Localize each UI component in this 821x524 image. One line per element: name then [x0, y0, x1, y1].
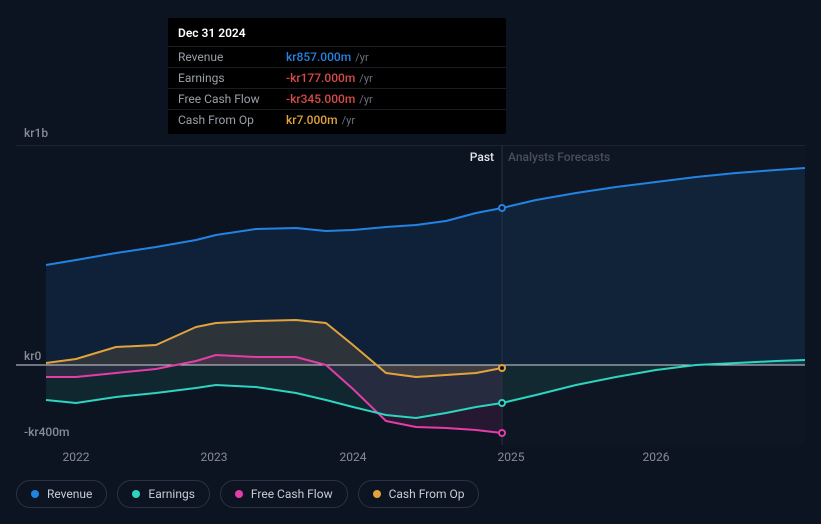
- tooltip-row-label: Earnings: [178, 71, 286, 85]
- tooltip-row: Free Cash Flow -kr345.000m /yr: [168, 88, 506, 109]
- legend: Revenue Earnings Free Cash Flow Cash Fro…: [16, 480, 479, 508]
- chart-container: Dec 31 2024 Revenue kr857.000m /yr Earni…: [0, 0, 821, 524]
- legend-pill[interactable]: Cash From Op: [358, 480, 480, 508]
- series-marker: [498, 364, 506, 372]
- legend-pill[interactable]: Revenue: [16, 480, 107, 508]
- x-axis-tick: 2022: [63, 450, 90, 464]
- x-axis-tick: 2024: [340, 450, 367, 464]
- tooltip-date: Dec 31 2024: [168, 18, 506, 46]
- series-marker: [498, 429, 506, 437]
- chart-plot[interactable]: [16, 145, 805, 445]
- tooltip-row-value: -kr177.000m: [286, 71, 355, 85]
- legend-dot: [373, 490, 381, 498]
- legend-pill[interactable]: Free Cash Flow: [220, 480, 348, 508]
- tooltip-row-label: Cash From Op: [178, 113, 286, 127]
- tooltip-row: Revenue kr857.000m /yr: [168, 46, 506, 67]
- tooltip-row-unit: /yr: [342, 114, 355, 127]
- legend-label: Revenue: [47, 487, 92, 501]
- tooltip-row-value: kr7.000m: [286, 113, 338, 127]
- tooltip-row-label: Free Cash Flow: [178, 92, 286, 106]
- chart-tooltip: Dec 31 2024 Revenue kr857.000m /yr Earni…: [168, 18, 506, 134]
- tooltip-row-unit: /yr: [359, 93, 372, 106]
- tooltip-row: Earnings -kr177.000m /yr: [168, 67, 506, 88]
- legend-label: Cash From Op: [389, 487, 465, 501]
- y-axis-label: kr1b: [24, 126, 48, 140]
- tooltip-row-value: kr857.000m: [286, 50, 351, 64]
- legend-dot: [235, 490, 243, 498]
- x-axis: 2022 2023 2024 2025 2026: [16, 450, 805, 470]
- tooltip-row-unit: /yr: [355, 51, 368, 64]
- legend-label: Free Cash Flow: [251, 487, 333, 501]
- series-marker: [498, 399, 506, 407]
- x-axis-tick: 2026: [643, 450, 670, 464]
- tooltip-row-value: -kr345.000m: [286, 92, 355, 106]
- tooltip-row-label: Revenue: [178, 50, 286, 64]
- x-axis-tick: 2025: [498, 450, 525, 464]
- tooltip-row: Cash From Op kr7.000m /yr: [168, 109, 506, 130]
- tooltip-row-unit: /yr: [359, 72, 372, 85]
- legend-dot: [31, 490, 39, 498]
- series-marker: [498, 204, 506, 212]
- legend-label: Earnings: [148, 487, 195, 501]
- legend-pill[interactable]: Earnings: [117, 480, 210, 508]
- x-axis-tick: 2023: [201, 450, 228, 464]
- legend-dot: [132, 490, 140, 498]
